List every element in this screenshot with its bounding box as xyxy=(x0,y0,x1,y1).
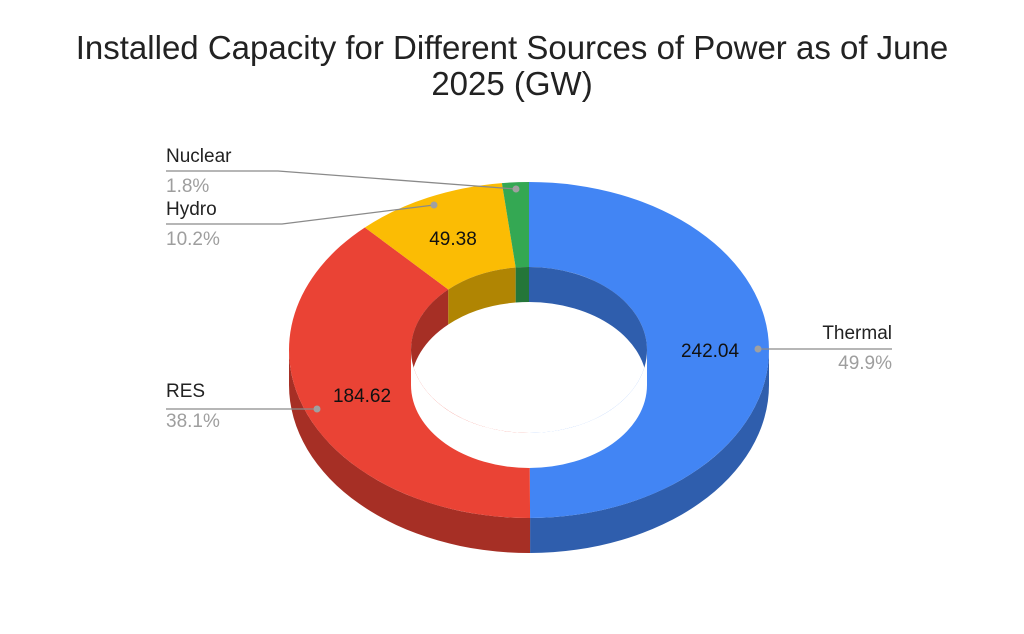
value-label-res: 184.62 xyxy=(333,386,391,407)
donut-hole xyxy=(411,350,647,468)
leader-dot-hydro xyxy=(430,201,438,209)
slice-side-thermal xyxy=(530,350,770,553)
value-label-hydro: 49.38 xyxy=(429,229,477,250)
slice-percent-thermal: 49.9% xyxy=(838,353,892,374)
slice-nuclear xyxy=(501,182,529,268)
slice-percent-hydro: 10.2% xyxy=(166,229,220,250)
leader-dot-nuclear xyxy=(512,185,520,193)
slice-hydro xyxy=(364,183,516,290)
slice-inner-thermal xyxy=(529,267,647,385)
slice-percent-nuclear: 1.8% xyxy=(166,176,209,197)
leader-dot-thermal xyxy=(754,345,762,353)
slice-label-res: RES xyxy=(166,381,205,402)
slice-inner-hydro xyxy=(448,267,516,325)
leader-line-hydro xyxy=(166,204,435,225)
value-label-thermal: 242.04 xyxy=(681,341,740,362)
slice-inner-res xyxy=(411,289,449,385)
slice-inner-nuclear xyxy=(515,267,529,303)
slice-side-res xyxy=(289,350,531,553)
leader-dot-res xyxy=(313,405,321,413)
slice-label-thermal: Thermal xyxy=(822,323,892,344)
slice-percent-res: 38.1% xyxy=(166,411,220,432)
chart-title: Installed Capacity for Different Sources… xyxy=(75,29,949,102)
leader-line-nuclear xyxy=(166,170,517,190)
slice-label-nuclear: Nuclear xyxy=(166,146,232,167)
slice-label-hydro: Hydro xyxy=(166,199,217,220)
